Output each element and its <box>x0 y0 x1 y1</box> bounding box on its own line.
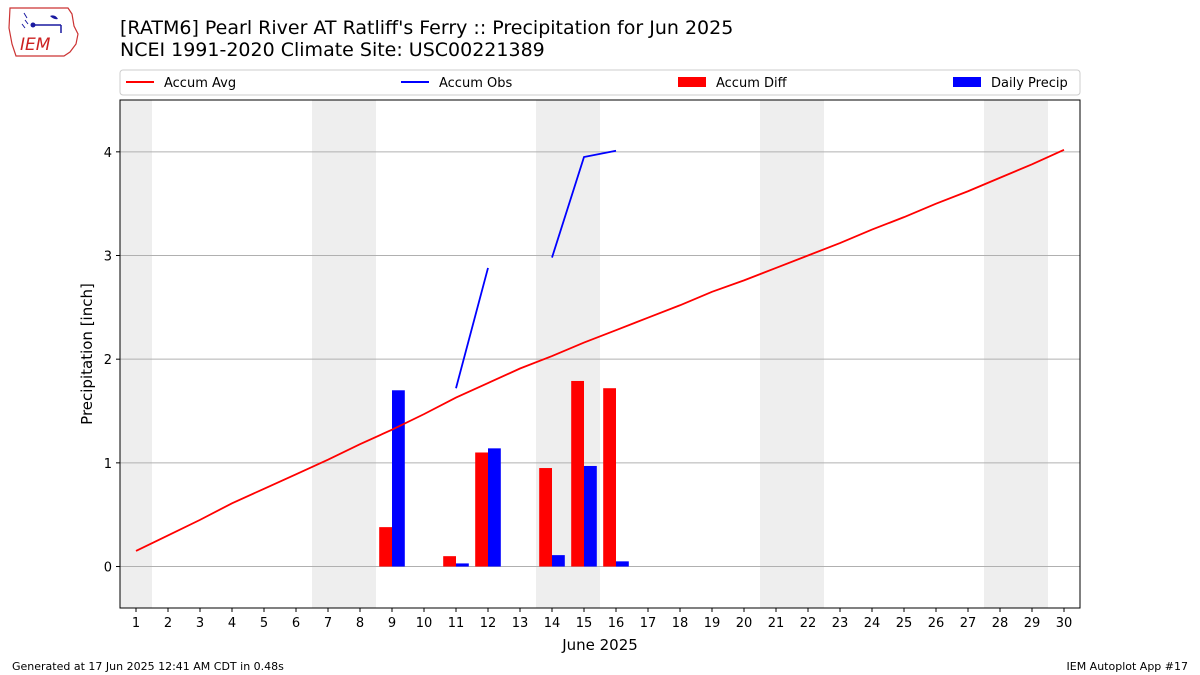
daily-precip-bar <box>392 390 405 567</box>
bars <box>379 380 629 567</box>
station-dot-icon <box>30 22 36 28</box>
y-tick-label: 4 <box>104 146 112 161</box>
axes: 1 2 3 4 5 6 7 8 9 10 11 12 13 14 15 16 17 18 19 20 21 22 23 24 2… <box>104 146 1073 631</box>
x-axis-label: June 2025 <box>561 636 638 654</box>
generated-timestamp: Generated at 17 Jun 2025 12:41 AM CDT in… <box>12 660 284 673</box>
y-tick-label: 3 <box>104 250 112 265</box>
x-tick-label: 3 <box>196 616 204 631</box>
x-tick-label: 6 <box>292 616 300 631</box>
accum-diff-bar <box>379 527 392 567</box>
x-tick-label: 19 <box>704 616 721 631</box>
x-tick-label: 13 <box>512 616 529 631</box>
legend-label: Daily Precip <box>991 76 1068 91</box>
x-tick-label: 4 <box>228 616 236 631</box>
x-tick-label: 17 <box>640 616 657 631</box>
weekend-band <box>760 100 792 608</box>
weekend-band <box>312 100 344 608</box>
y-tick-label: 2 <box>104 353 112 368</box>
legend-label: Accum Avg <box>164 76 236 91</box>
y-gridlines <box>120 151 1080 568</box>
accum-obs-line <box>551 149 617 258</box>
legend-box <box>119 69 1081 96</box>
accum-diff-bar <box>571 380 584 567</box>
x-tick-label: 25 <box>896 616 913 631</box>
x-tick-label: 22 <box>800 616 817 631</box>
x-tick-label: 23 <box>832 616 849 631</box>
daily-precip-bar <box>584 465 597 567</box>
x-tick-label: 2 <box>164 616 172 631</box>
x-tick-label: 1 <box>132 616 140 631</box>
x-tick-label: 9 <box>388 616 396 631</box>
weekend-shading <box>120 100 1048 608</box>
daily-precip-bar <box>616 561 629 567</box>
x-tick-label: 28 <box>992 616 1009 631</box>
accum-diff-bar <box>603 388 616 567</box>
weekend-band <box>1016 100 1048 608</box>
x-tick-label: 24 <box>864 616 881 631</box>
logo-text: IEM <box>20 35 51 55</box>
daily-precip-bar <box>552 555 565 567</box>
iowa-outline-icon <box>8 7 79 57</box>
accum-diff-bar <box>475 452 488 567</box>
accum-diff-bar <box>539 468 552 567</box>
daily-precip-bar <box>488 448 501 567</box>
weekend-band <box>120 100 152 608</box>
legend-label: Accum Obs <box>439 76 512 91</box>
iem-logo[interactable]: IEM <box>6 4 82 60</box>
x-tick-label: 15 <box>576 616 593 631</box>
legend[interactable]: Accum Avg Accum Obs Accum Diff Daily Precip <box>119 69 1081 96</box>
x-tick-label: 20 <box>736 616 753 631</box>
x-tick-label: 21 <box>768 616 785 631</box>
x-tick-label: 14 <box>544 616 561 631</box>
x-tick-label: 18 <box>672 616 689 631</box>
weathervane-icon <box>50 15 58 20</box>
x-tick-label: 11 <box>448 616 465 631</box>
plot-frame <box>119 99 1081 609</box>
chart-title: [RATM6] Pearl River AT Ratliff's Ferry :… <box>120 17 734 39</box>
weekend-band <box>984 100 1016 608</box>
legend-label: Accum Diff <box>716 76 788 91</box>
x-tick-label: 26 <box>928 616 945 631</box>
series-lines <box>135 148 1065 552</box>
x-tick-label: 7 <box>324 616 332 631</box>
app-label: IEM Autoplot App #17 <box>1066 660 1189 673</box>
accum-diff-bar <box>443 556 456 567</box>
x-tick-label: 5 <box>260 616 268 631</box>
x-tick-label: 30 <box>1056 616 1073 631</box>
y-tick-label: 1 <box>104 457 112 472</box>
x-tick-label: 12 <box>480 616 497 631</box>
daily-precip-bar <box>456 563 469 567</box>
y-axis-label: Precipitation [inch] <box>78 283 96 425</box>
x-tick-label: 29 <box>1024 616 1041 631</box>
weekend-band <box>344 100 376 608</box>
accum-obs-line <box>455 267 489 389</box>
y-tick-label: 0 <box>104 561 112 576</box>
x-tick-label: 10 <box>416 616 433 631</box>
legend-swatch <box>953 77 981 87</box>
legend-swatch <box>678 77 706 87</box>
x-tick-label: 8 <box>356 616 364 631</box>
x-tick-label: 16 <box>608 616 625 631</box>
chart-subtitle: NCEI 1991-2020 Climate Site: USC00221389 <box>120 39 545 61</box>
accum-avg-line <box>135 148 1065 552</box>
x-tick-label: 27 <box>960 616 977 631</box>
weekend-band <box>792 100 824 608</box>
